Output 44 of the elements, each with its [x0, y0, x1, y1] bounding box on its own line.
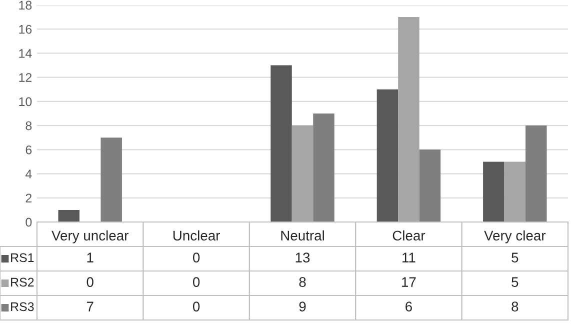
data-label: 17 [402, 277, 416, 287]
data-label: 8 [512, 302, 518, 312]
bar [419, 150, 441, 222]
data-label: 7 [86, 302, 94, 312]
data-label: 1 [87, 252, 94, 262]
y-tick-label: 6 [26, 145, 32, 154]
x-tick-label: Very unclear [52, 230, 128, 244]
y-tick-label: 0 [26, 218, 32, 227]
bar [504, 162, 526, 222]
bar [270, 65, 292, 222]
y-tick-label: 16 [19, 24, 32, 34]
data-label: 0 [192, 252, 200, 262]
data-label: 11 [402, 252, 416, 262]
data-label: 5 [512, 277, 518, 287]
y-tick-label: 4 [25, 170, 32, 178]
legend-label: RS3 [11, 302, 34, 312]
x-tick-label: Clear [392, 230, 426, 241]
bar [100, 138, 122, 222]
bar [58, 210, 80, 222]
x-tick-label: Neutral [281, 230, 324, 241]
bar [292, 126, 314, 222]
data-label: 0 [192, 302, 200, 312]
data-label: 5 [512, 252, 518, 262]
bar [313, 114, 334, 222]
y-tick-label: 12 [19, 73, 32, 82]
x-tick-label: Unclear [173, 230, 220, 241]
y-tick-label: 10 [19, 97, 32, 106]
data-label: 0 [192, 277, 200, 287]
bar [526, 126, 547, 222]
bar [398, 17, 420, 222]
data-label: 13 [296, 252, 310, 262]
x-tick-label: Very clear [484, 230, 546, 244]
y-tick-label: 14 [19, 49, 32, 58]
y-tick-label: 8 [26, 121, 32, 130]
data-label: 0 [86, 277, 94, 287]
data-label: 9 [299, 302, 306, 312]
y-tick-label: 18 [19, 0, 32, 10]
y-tick-label: 2 [26, 194, 32, 202]
legend-label: RS1 [11, 253, 34, 262]
data-label: 8 [299, 277, 306, 287]
legend-label: RS2 [11, 278, 34, 287]
data-label: 6 [406, 302, 412, 312]
bar [483, 162, 504, 222]
bar [376, 89, 398, 222]
